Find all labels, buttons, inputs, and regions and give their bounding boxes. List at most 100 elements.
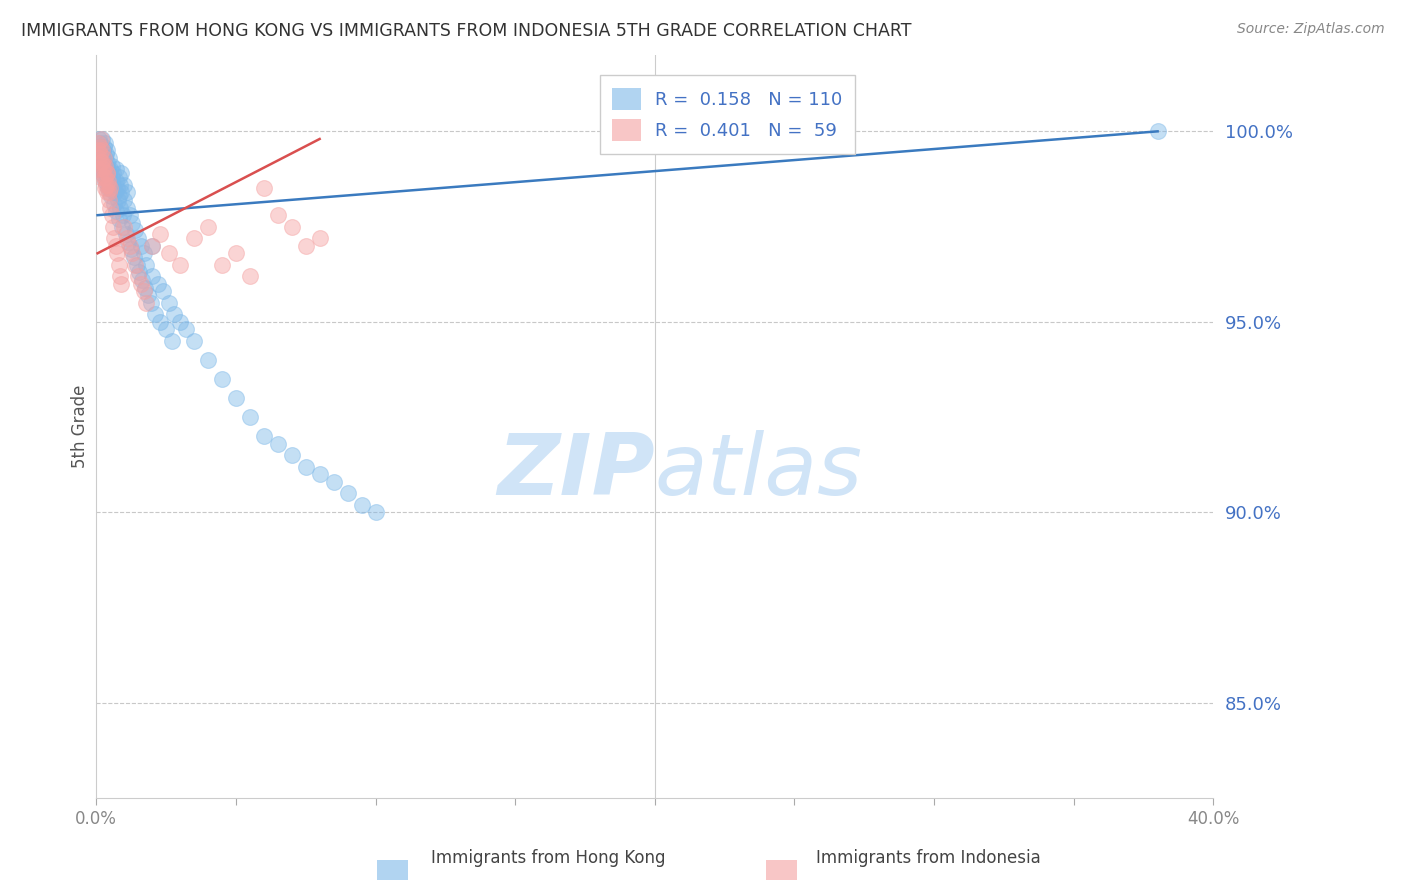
- Point: [225, 391, 247, 405]
- Point: [364, 505, 387, 519]
- Point: [91, 162, 114, 177]
- Point: [96, 162, 118, 177]
- Point: [93, 170, 115, 185]
- Point: [101, 178, 124, 192]
- Point: [308, 231, 330, 245]
- Point: [100, 159, 122, 173]
- Point: [239, 410, 262, 425]
- Point: [89, 159, 111, 173]
- Point: [98, 174, 121, 188]
- Text: ZIP: ZIP: [498, 430, 655, 513]
- Point: [157, 246, 180, 260]
- Point: [93, 139, 115, 153]
- Point: [101, 166, 124, 180]
- Point: [107, 170, 129, 185]
- Point: [94, 181, 117, 195]
- Point: [253, 429, 276, 443]
- Point: [97, 166, 120, 180]
- Point: [97, 162, 120, 177]
- Point: [267, 437, 290, 451]
- Point: [280, 448, 302, 462]
- Point: [163, 307, 186, 321]
- Point: [174, 322, 197, 336]
- Point: [108, 269, 131, 284]
- Point: [124, 223, 146, 237]
- Point: [157, 295, 180, 310]
- Point: [197, 353, 219, 368]
- Point: [91, 166, 114, 180]
- Point: [96, 166, 118, 180]
- Point: [125, 258, 148, 272]
- Point: [107, 189, 129, 203]
- Point: [100, 170, 122, 185]
- Point: [253, 181, 276, 195]
- Point: [121, 216, 143, 230]
- Point: [225, 246, 247, 260]
- Point: [98, 186, 121, 200]
- Point: [322, 475, 344, 489]
- Point: [96, 170, 118, 185]
- Point: [86, 144, 108, 158]
- Point: [90, 132, 112, 146]
- Point: [112, 208, 135, 222]
- Point: [97, 193, 120, 207]
- Point: [87, 151, 110, 165]
- Point: [103, 231, 125, 245]
- Point: [239, 269, 262, 284]
- Point: [101, 178, 124, 192]
- Point: [98, 181, 121, 195]
- Point: [94, 174, 117, 188]
- Point: [149, 315, 172, 329]
- Point: [132, 285, 155, 299]
- Point: [131, 273, 153, 287]
- Point: [110, 186, 132, 200]
- Text: atlas: atlas: [655, 430, 863, 513]
- Point: [169, 258, 191, 272]
- Point: [100, 208, 122, 222]
- Point: [89, 170, 111, 185]
- Point: [96, 144, 118, 158]
- Point: [91, 159, 114, 173]
- Point: [122, 250, 145, 264]
- Point: [91, 162, 114, 177]
- Point: [93, 151, 115, 165]
- Point: [94, 159, 117, 173]
- Point: [90, 154, 112, 169]
- Point: [87, 144, 110, 158]
- Point: [90, 147, 112, 161]
- Point: [98, 181, 121, 195]
- Point: [94, 147, 117, 161]
- Point: [124, 258, 146, 272]
- Point: [101, 219, 124, 234]
- Point: [103, 186, 125, 200]
- Point: [146, 277, 169, 291]
- Point: [155, 322, 177, 336]
- Point: [96, 186, 118, 200]
- Point: [107, 258, 129, 272]
- Point: [87, 151, 110, 165]
- Point: [1146, 124, 1168, 138]
- Point: [104, 162, 127, 177]
- Point: [127, 231, 149, 245]
- Point: [89, 139, 111, 153]
- Point: [90, 159, 112, 173]
- Point: [93, 170, 115, 185]
- Point: [134, 280, 156, 294]
- Point: [89, 136, 111, 150]
- Point: [115, 186, 138, 200]
- Point: [104, 238, 127, 252]
- Point: [118, 238, 141, 252]
- Point: [114, 227, 136, 242]
- Point: [197, 219, 219, 234]
- Point: [90, 132, 112, 146]
- Point: [103, 196, 125, 211]
- Point: [111, 219, 134, 234]
- Point: [169, 315, 191, 329]
- Point: [97, 178, 120, 192]
- Point: [107, 193, 129, 207]
- Point: [98, 201, 121, 215]
- Point: [136, 288, 159, 302]
- Point: [90, 147, 112, 161]
- Point: [143, 307, 166, 321]
- Point: [105, 181, 128, 195]
